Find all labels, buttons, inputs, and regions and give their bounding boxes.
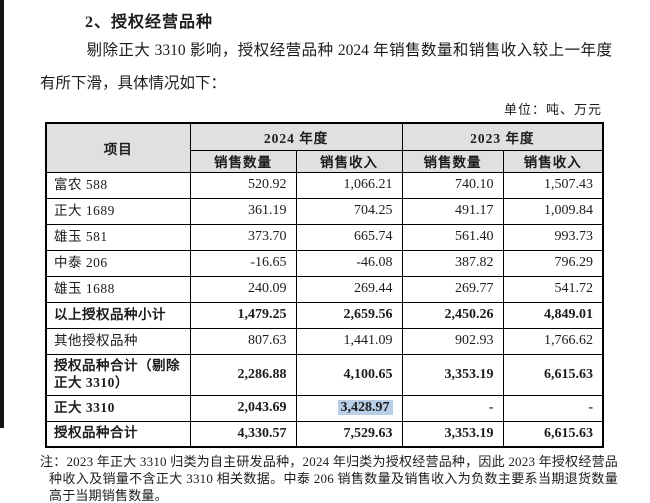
cell-qty-2023: 269.77: [401, 275, 504, 303]
table-row-other-authorized: 其他授权品种 807.63 1,441.09 902.93 1,766.62: [45, 327, 604, 355]
row-item-label: 以上授权品种小计: [45, 301, 191, 329]
cell-rev-2023: 1,766.62: [502, 327, 604, 355]
cell-rev-2024: 3,428.97: [295, 394, 403, 422]
cell-rev-2024: 4,100.65: [295, 353, 403, 396]
header-year-2023: 2023 年度: [401, 122, 604, 151]
table-row-funong-588: 富农 588 520.92 1,066.21 740.10 1,507.43: [45, 171, 604, 199]
cell-qty-2024: 4,330.57: [189, 420, 297, 448]
row-item-label: 中泰 206: [45, 249, 191, 277]
row-item-label: 授权品种合计（剔除正大 3310）: [45, 353, 191, 396]
header-item-column: 项目: [45, 122, 191, 173]
cell-rev-2024: 269.44: [295, 275, 403, 303]
cell-qty-2023: 3,353.19: [401, 353, 504, 396]
cell-qty-2024: 520.92: [189, 171, 297, 199]
cell-qty-2024: 2,286.88: [189, 353, 297, 396]
highlighted-value: 3,428.97: [337, 400, 393, 415]
cell-rev-2023: 1,507.43: [502, 171, 604, 199]
table-row-total-excl-zhengda-3310: 授权品种合计（剔除正大 3310） 2,286.88 4,100.65 3,35…: [45, 353, 604, 396]
cell-rev-2023: 4,849.01: [502, 301, 604, 329]
authorized-products-table: 项目 2024 年度 2023 年度 销售数量 销售收入 销售数量 销售收入 富…: [45, 122, 604, 448]
table-row-grand-total: 授权品种合计 4,330.57 7,529.63 3,353.19 6,615.…: [45, 420, 604, 448]
row-item-label: 正大 1689: [45, 197, 191, 225]
header-qty-2023: 销售数量: [401, 149, 504, 173]
table-row-zhengda-3310: 正大 3310 2,043.69 3,428.97 - -: [45, 394, 604, 422]
cell-rev-2024: 704.25: [295, 197, 403, 225]
header-revenue-2024: 销售收入: [295, 149, 403, 173]
cell-rev-2023: 541.72: [502, 275, 604, 303]
cell-qty-2023: 3,353.19: [401, 420, 504, 448]
cell-rev-2023: 6,615.63: [502, 420, 604, 448]
header-qty-2024: 销售数量: [189, 149, 297, 173]
cell-rev-2024: 7,529.63: [295, 420, 403, 448]
cell-rev-2023: 993.73: [502, 223, 604, 251]
cell-qty-2023: 740.10: [401, 171, 504, 199]
cell-rev-2024: 1,441.09: [295, 327, 403, 355]
cell-qty-2023: 902.93: [401, 327, 504, 355]
table-row-xiongyu-1688: 雄玉 1688 240.09 269.44 269.77 541.72: [45, 275, 604, 303]
cell-rev-2024: 1,066.21: [295, 171, 403, 199]
cell-rev-2024: -46.08: [295, 249, 403, 277]
cell-qty-2023: 387.82: [401, 249, 504, 277]
section-title: 2、授权经营品种: [85, 14, 214, 31]
row-item-label: 富农 588: [45, 171, 191, 199]
table-row-zhongtai-206: 中泰 206 -16.65 -46.08 387.82 796.29: [45, 249, 604, 277]
cell-qty-2024: 807.63: [189, 327, 297, 355]
unit-label: 单位：吨、万元: [503, 102, 602, 117]
cell-qty-2024: 1,479.25: [189, 301, 297, 329]
header-year-2024: 2024 年度: [189, 122, 403, 151]
table-row-subtotal-authorized: 以上授权品种小计 1,479.25 2,659.56 2,450.26 4,84…: [45, 301, 604, 329]
cell-qty-2024: 373.70: [189, 223, 297, 251]
intro-paragraph: 剔除正大 3310 影响，授权经营品种 2024 年销售数量和销售收入较上一年度…: [40, 42, 612, 92]
cell-qty-2023: 561.40: [401, 223, 504, 251]
header-revenue-2023: 销售收入: [502, 149, 604, 173]
cell-rev-2023: 6,615.63: [502, 353, 604, 396]
cell-rev-2023: 796.29: [502, 249, 604, 277]
cell-qty-2024: -16.65: [189, 249, 297, 277]
row-item-label: 雄玉 1688: [45, 275, 191, 303]
cell-rev-2023: 1,009.84: [502, 197, 604, 225]
cell-qty-2024: 2,043.69: [189, 394, 297, 422]
cell-qty-2024: 361.19: [189, 197, 297, 225]
table-row-xiongyu-581: 雄玉 581 373.70 665.74 561.40 993.73: [45, 223, 604, 251]
cell-qty-2023: 2,450.26: [401, 301, 504, 329]
footnote: 注：2023 年正大 3310 归类为自主研发品种，2024 年归类为授权经营品…: [40, 454, 618, 503]
row-item-label: 授权品种合计: [45, 420, 191, 448]
cell-qty-2024: 240.09: [189, 275, 297, 303]
cell-qty-2023: 491.17: [401, 197, 504, 225]
cell-rev-2024: 665.74: [295, 223, 403, 251]
row-item-label: 雄玉 581: [45, 223, 191, 251]
scan-edge-artifact: [0, 0, 4, 428]
table-row-zhengda-1689: 正大 1689 361.19 704.25 491.17 1,009.84: [45, 197, 604, 225]
cell-qty-2023: -: [401, 394, 504, 422]
row-item-label: 正大 3310: [45, 394, 191, 422]
cell-rev-2023: -: [502, 394, 604, 422]
row-item-label: 其他授权品种: [45, 327, 191, 355]
cell-rev-2024: 2,659.56: [295, 301, 403, 329]
